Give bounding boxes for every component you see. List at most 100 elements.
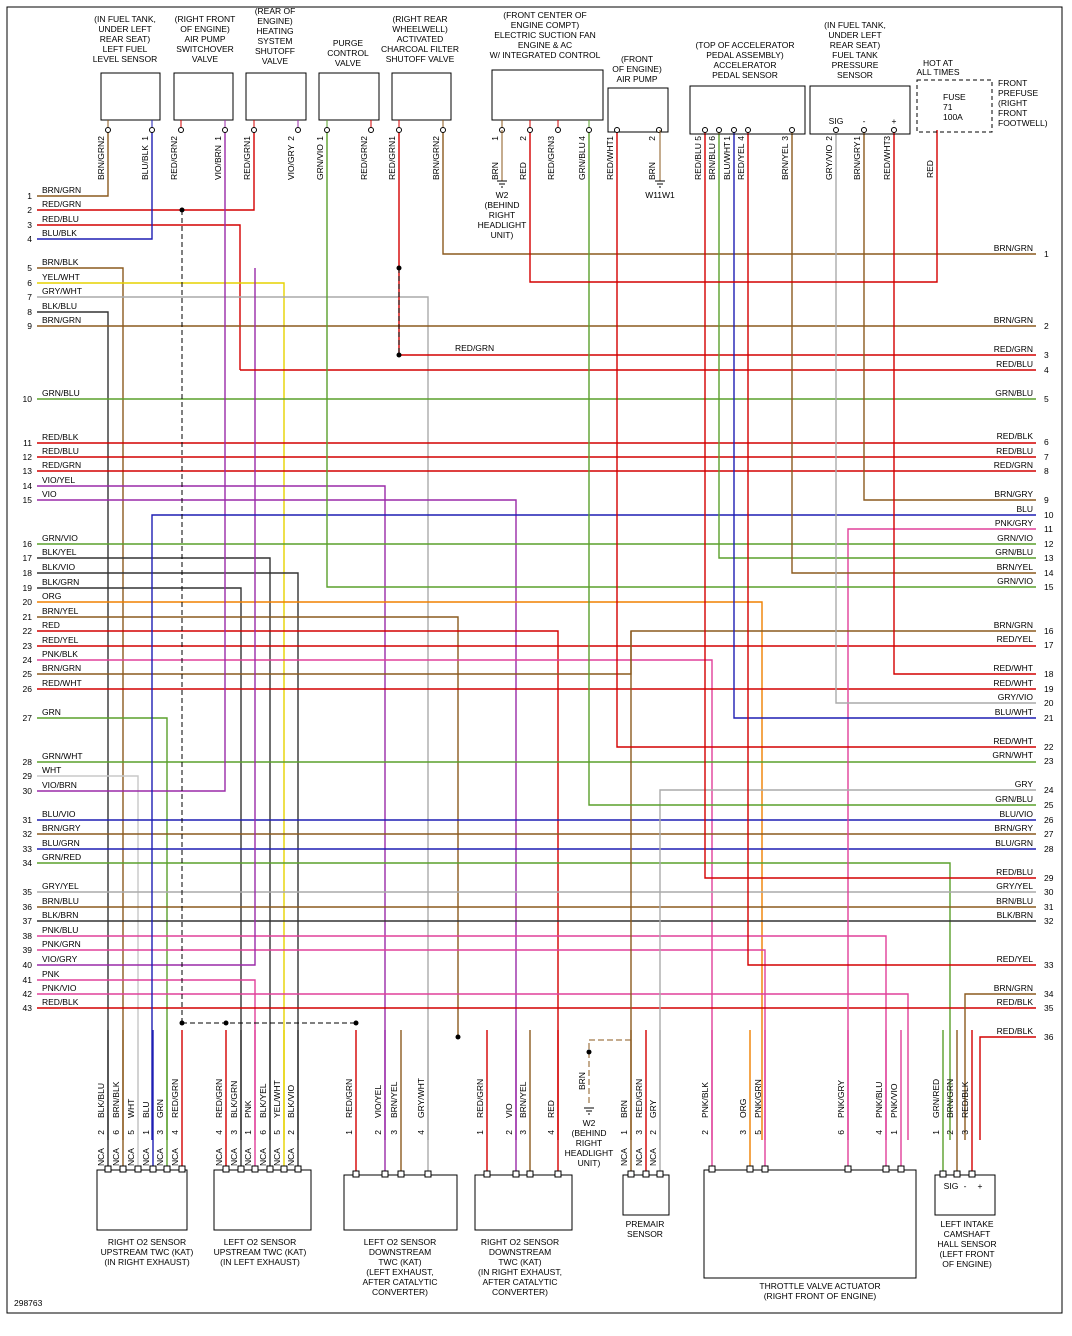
- splice-dot: [586, 1049, 592, 1055]
- fuse-label: 71: [943, 102, 953, 112]
- row-number: 10: [1044, 510, 1054, 520]
- ground-label: HEADLIGHT: [565, 1148, 614, 1158]
- wire-label: RED/WHT: [882, 140, 892, 180]
- pin-number: 1: [243, 1130, 253, 1135]
- wire-label: RED/GRN: [214, 1079, 224, 1118]
- pin-number: 4: [214, 1130, 224, 1135]
- row-number: 12: [23, 452, 33, 462]
- component-label: (TOP OF ACCELERATOR: [695, 40, 794, 50]
- row-label: BRN/GRN: [994, 983, 1033, 993]
- component-label: RIGHT O2 SENSOR: [108, 1237, 186, 1247]
- component-label: LEFT INTAKE: [940, 1219, 993, 1229]
- pin-number: 6: [836, 1130, 846, 1135]
- splice-dot: [396, 265, 402, 271]
- wire-label: BLK/VIO: [286, 1085, 296, 1118]
- component-label: (IN FUEL TANK,: [824, 20, 886, 30]
- ground-label: UNIT): [491, 230, 514, 240]
- row-number: 26: [23, 684, 33, 694]
- wire-label: RED/YEL: [736, 143, 746, 180]
- pin-number: 3: [389, 1130, 399, 1135]
- pin: [968, 1170, 976, 1178]
- splice-dot: [353, 1020, 359, 1026]
- row-label: RED/GRN: [42, 199, 81, 209]
- splice-dot: [223, 1020, 229, 1026]
- wire-label: WHT: [126, 1099, 136, 1118]
- component-box: [245, 72, 307, 121]
- wire-label: RED/GRN: [242, 141, 252, 180]
- row-number: 17: [1044, 640, 1054, 650]
- wire-label: PNK/GRN: [753, 1079, 763, 1118]
- row-label: BRN/GRN: [42, 663, 81, 673]
- pin: [368, 127, 374, 133]
- left-row-wire: [37, 311, 109, 1140]
- row-label: WHT: [42, 765, 61, 775]
- pin: [381, 1170, 389, 1178]
- pin: [237, 1165, 245, 1173]
- frame: [6, 6, 1063, 1314]
- wire-label: VIO/GRY: [286, 144, 296, 180]
- row-number: 7: [1044, 452, 1049, 462]
- row-label: GRN/BLU: [995, 388, 1033, 398]
- left-row-wire: [37, 557, 271, 1140]
- row-label: BLK/GRN: [42, 577, 79, 587]
- right-row-wire: [893, 130, 1036, 675]
- nca-label: NCA: [243, 1148, 253, 1166]
- pin-number: 3: [546, 136, 556, 141]
- component-label: AFTER CATALYTIC: [482, 1277, 557, 1287]
- right-row-wire: [979, 1036, 1036, 1140]
- row-number: 22: [23, 626, 33, 636]
- component-label: SWITCHOVER: [176, 44, 234, 54]
- ground-label: RIGHT: [489, 210, 515, 220]
- component-box: [343, 1174, 458, 1231]
- pin-number: 2: [96, 1130, 106, 1135]
- row-label: PNK/BLK: [42, 649, 78, 659]
- ground-symbol: [584, 1107, 594, 1115]
- row-number: 18: [23, 568, 33, 578]
- pin: [512, 1170, 520, 1178]
- pin: [251, 127, 257, 133]
- nca-label: NCA: [258, 1148, 268, 1166]
- row-number: 3: [1044, 350, 1049, 360]
- wire-label: RED/GRN: [387, 141, 397, 180]
- row-number: 5: [1044, 394, 1049, 404]
- component-label: SHUTOFF VALVE: [386, 54, 455, 64]
- pin: [554, 1170, 562, 1178]
- row-number: 28: [23, 757, 33, 767]
- row-number: 32: [23, 829, 33, 839]
- right-row-wire: [733, 130, 1036, 719]
- component-label: (FRONT CENTER OF: [503, 10, 586, 20]
- row-number: 19: [23, 583, 33, 593]
- wire-label: GRY: [648, 1099, 658, 1118]
- row-number: 5: [27, 263, 32, 273]
- left-row-wire: [37, 282, 285, 1140]
- wire-label: RED/GRN: [546, 141, 556, 180]
- right-row-wire: [718, 130, 1036, 559]
- row-number: 39: [23, 945, 33, 955]
- pin: [251, 1165, 259, 1173]
- pin-number: 1: [242, 136, 252, 141]
- row-label: GRN/VIO: [42, 533, 78, 543]
- component-label: VALVE: [335, 58, 361, 68]
- row-label: RED/YEL: [42, 635, 79, 645]
- right-row-wire: [588, 130, 1036, 806]
- row-label: BRN/GRY: [42, 823, 81, 833]
- pin-number: 5: [126, 1130, 136, 1135]
- prefuse-box: [916, 79, 993, 133]
- component-label: ACTIVATED: [397, 34, 443, 44]
- prefuse-label: FRONT: [998, 108, 1027, 118]
- pin: [731, 127, 737, 133]
- wire-label: RED/BLU: [693, 143, 703, 180]
- wire-label: BLK/GRN: [229, 1081, 239, 1118]
- pin: [882, 1165, 890, 1173]
- left-row-wire: [37, 630, 559, 1140]
- right-row-wire: [835, 130, 1036, 704]
- nca-label: NCA: [634, 1148, 644, 1166]
- pin-number: 4: [736, 136, 746, 141]
- row-label: ORG: [42, 591, 61, 601]
- pin: [424, 1170, 432, 1178]
- left-row-wire: [37, 499, 517, 1140]
- wires: [37, 130, 1036, 1140]
- row-label: BRN/YEL: [997, 562, 1034, 572]
- row-number: 42: [23, 989, 33, 999]
- pin: [163, 1165, 171, 1173]
